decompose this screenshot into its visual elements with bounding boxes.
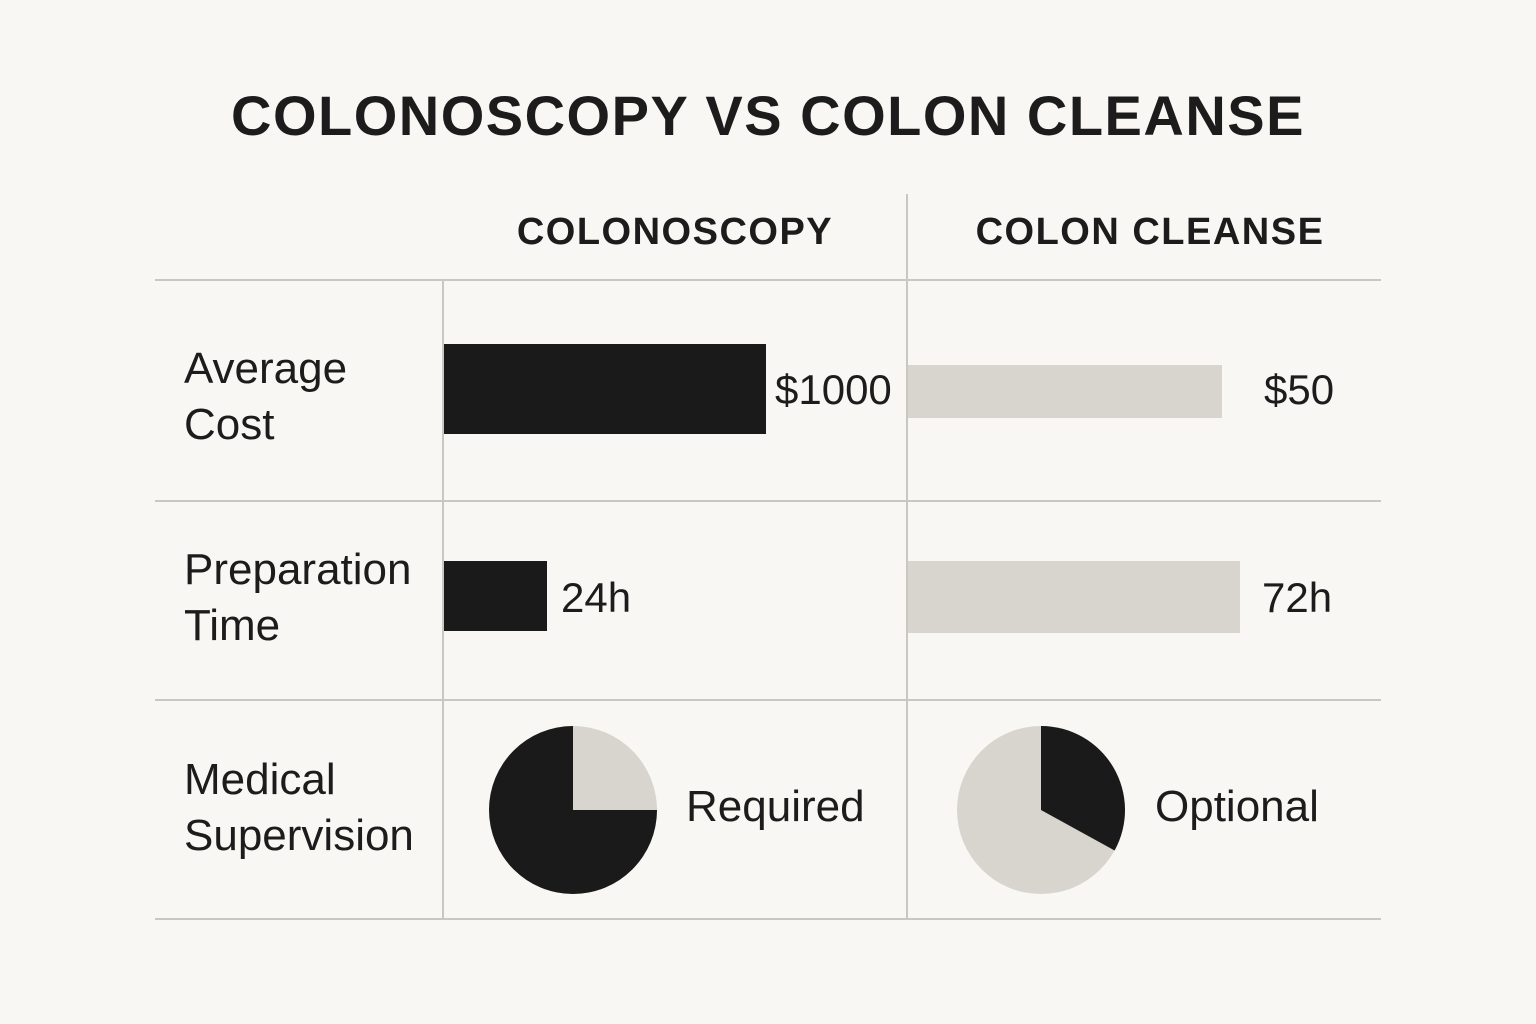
value-label-colonoscopy-cost: $1000 <box>775 366 892 413</box>
bar-colonoscopy-prep-time <box>444 561 547 631</box>
grid-line-row1 <box>155 500 1381 502</box>
row-label-line: Supervision <box>184 811 414 860</box>
chart-title: COLONOSCOPY VS COLON CLEANSE <box>231 84 1305 147</box>
grid-line-row2 <box>155 699 1381 701</box>
header-divider <box>906 194 908 280</box>
grid-line-bottom <box>155 918 1381 920</box>
grid-line-top <box>155 279 1381 281</box>
pie-colon-cleanse-filled-slice <box>1041 726 1126 851</box>
grid-line-column-divider <box>906 280 908 919</box>
value-label-colon-cleanse-supervision: Optional <box>1155 782 1319 831</box>
column-header-colonoscopy: COLONOSCOPY <box>516 211 834 253</box>
bar-colon-cleanse-cost <box>908 365 1222 418</box>
row-label-line: Medical <box>184 755 336 804</box>
row-label-line: Preparation <box>184 545 412 594</box>
row-label-line: Average <box>184 344 348 393</box>
row-label-line: Cost <box>184 400 275 449</box>
value-label-colonoscopy-supervision: Required <box>686 782 865 831</box>
pie-colonoscopy-filled-slice <box>489 726 657 894</box>
value-label-colonoscopy-prep-time: 24h <box>561 574 632 621</box>
column-header-colon-cleanse: COLON CLEANSE <box>975 211 1325 253</box>
value-label-colon-cleanse-prep-time: 72h <box>1262 574 1333 621</box>
value-label-colon-cleanse-cost: $50 <box>1264 366 1335 413</box>
pie-colon-cleanse-supervision <box>957 726 1126 894</box>
bar-colonoscopy-cost <box>444 344 766 434</box>
row-label-average-cost: Average Cost <box>184 341 347 453</box>
row-label-preparation-time: Preparation Time <box>184 542 411 654</box>
bar-colon-cleanse-prep-time <box>908 561 1240 633</box>
row-label-medical-supervision: Medical Supervision <box>184 752 414 864</box>
grid-line-label-divider <box>442 280 444 919</box>
row-label-line: Time <box>184 601 281 650</box>
pie-colonoscopy-supervision <box>489 726 657 894</box>
